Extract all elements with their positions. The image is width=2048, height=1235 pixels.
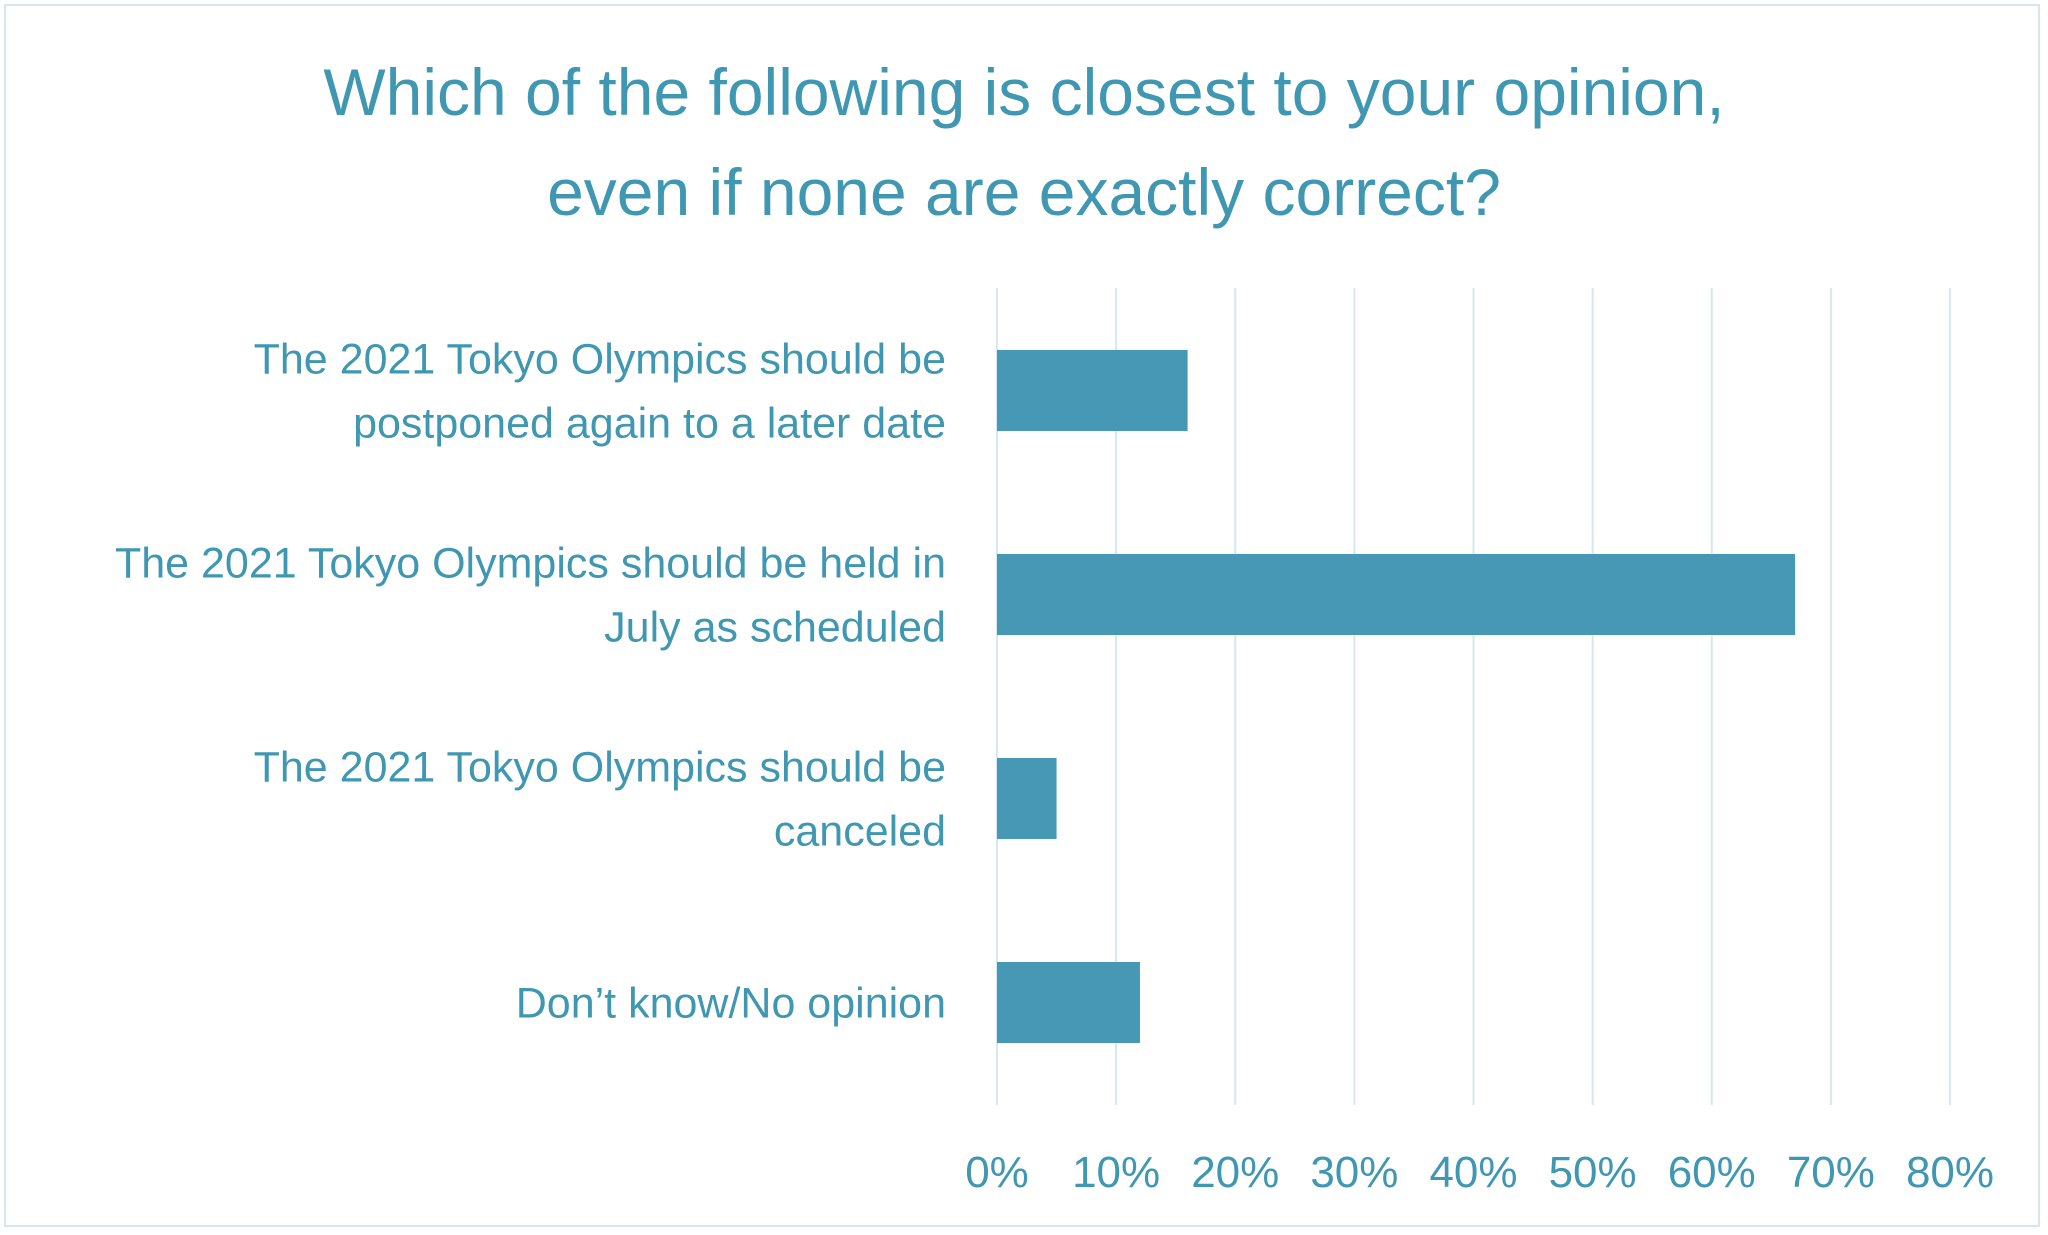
x-tick-label: 80%: [1906, 1148, 1994, 1197]
category-label: The 2021 Tokyo Olympics should be: [254, 336, 946, 384]
bar: [997, 962, 1140, 1043]
x-tick-label: 60%: [1668, 1148, 1756, 1197]
category-label: The 2021 Tokyo Olympics should be: [254, 744, 946, 792]
bar: [997, 758, 1057, 839]
category-label: Don’t know/No opinion: [516, 980, 946, 1028]
x-tick-label: 50%: [1549, 1148, 1637, 1197]
category-label: July as scheduled: [604, 604, 946, 652]
category-label: postponed again to a later date: [353, 400, 946, 448]
bar: [997, 554, 1796, 635]
chart-title-line-1: Which of the following is closest to you…: [323, 55, 1725, 129]
chart-frame: [4, 4, 2040, 1227]
x-tick-label: 30%: [1310, 1148, 1398, 1197]
category-label: canceled: [774, 808, 946, 856]
x-tick-label: 40%: [1429, 1148, 1517, 1197]
category-label: The 2021 Tokyo Olympics should be held i…: [115, 540, 946, 588]
x-tick-label: 0%: [965, 1148, 1029, 1197]
x-tick-label: 20%: [1191, 1148, 1279, 1197]
x-tick-label: 10%: [1072, 1148, 1160, 1197]
chart-title: Which of the following is closest to you…: [0, 42, 2048, 242]
bar: [997, 350, 1188, 431]
x-tick-label: 70%: [1787, 1148, 1875, 1197]
chart-title-line-2: even if none are exactly correct?: [547, 155, 1501, 229]
